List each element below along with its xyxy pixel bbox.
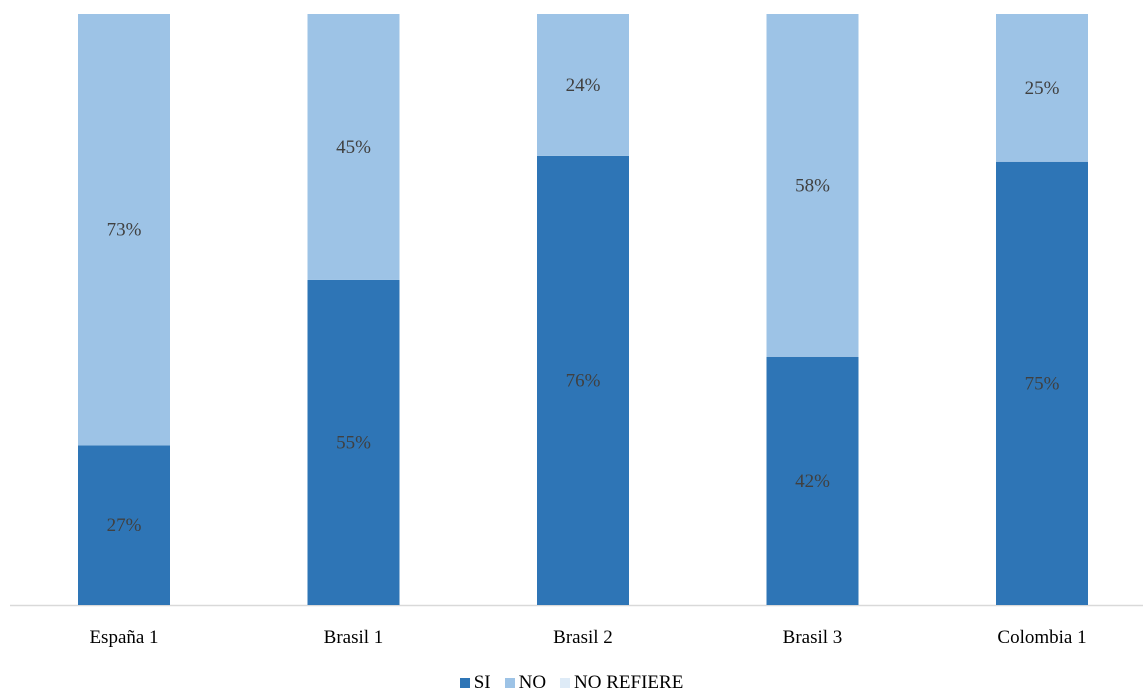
legend-label: NO bbox=[518, 672, 547, 693]
bar-segment-si bbox=[78, 445, 170, 605]
x-tick-label: Brasil 1 bbox=[324, 627, 384, 648]
legend-swatch bbox=[560, 678, 571, 688]
bar-segment-no bbox=[307, 14, 400, 280]
legend-swatch bbox=[459, 678, 470, 688]
bar-segment-no bbox=[537, 14, 629, 156]
legend-item: NO bbox=[504, 672, 547, 694]
legend-item: SI bbox=[459, 672, 491, 694]
legend-label: SI bbox=[473, 672, 491, 693]
data-labels-group: 27% 73% 55% 45% 76% 24% 42% 58% 75% 25% bbox=[107, 75, 1060, 536]
bar-segment-si bbox=[307, 279, 400, 605]
bar-segment-si bbox=[537, 155, 629, 605]
data-label: 76% bbox=[566, 370, 601, 391]
bar-segment-no bbox=[996, 14, 1088, 162]
legend-swatch bbox=[504, 678, 515, 688]
x-tick-label: Brasil 2 bbox=[553, 627, 613, 648]
x-tick-label: Colombia 1 bbox=[997, 627, 1086, 648]
legend-item: NO REFIERE bbox=[560, 672, 683, 694]
bar-segment-si bbox=[766, 356, 859, 605]
data-label: 75% bbox=[1025, 373, 1060, 394]
data-label: 27% bbox=[107, 515, 142, 536]
bars-group bbox=[78, 14, 1088, 605]
data-label: 42% bbox=[795, 471, 830, 492]
data-label: 45% bbox=[336, 137, 371, 158]
bar-segment-si bbox=[996, 161, 1088, 605]
data-label: 58% bbox=[795, 175, 830, 196]
data-label: 25% bbox=[1025, 78, 1060, 99]
legend-label: NO REFIERE bbox=[574, 672, 684, 693]
data-label: 55% bbox=[336, 432, 371, 453]
data-label: 24% bbox=[566, 75, 601, 96]
x-tick-labels-group: España 1 Brasil 1 Brasil 2 Brasil 3 Colombia… bbox=[89, 627, 1086, 648]
data-label: 73% bbox=[107, 220, 142, 241]
bar-segment-no bbox=[78, 14, 170, 446]
bar-segment-no bbox=[766, 14, 859, 357]
x-tick-label: España 1 bbox=[89, 627, 158, 648]
legend: SI NO NO REFIERE bbox=[0, 672, 1143, 694]
stacked-bar-chart: 27% 73% 55% 45% 76% 24% 42% 58% 75% 25% España 1 B… bbox=[10, 14, 1143, 648]
x-tick-label: Brasil 3 bbox=[783, 627, 843, 648]
